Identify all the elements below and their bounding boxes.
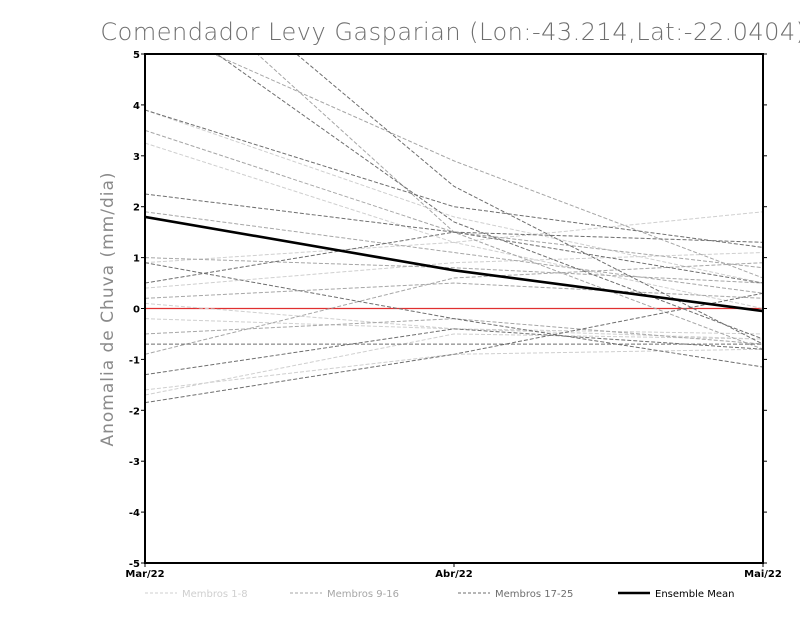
member-series-3 bbox=[145, 211, 763, 264]
y-axis-ticks: -5 -4 -3 -2 -1 0 1 2 3 4 5 bbox=[129, 50, 767, 570]
y-tick-label: 5 bbox=[133, 50, 140, 61]
member-series-4 bbox=[145, 302, 763, 335]
chart-title: Comendador Levy Gasparian (Lon:-43.214,L… bbox=[100, 18, 800, 46]
member-series-16 bbox=[145, 211, 763, 294]
legend-label: Membros 9-16 bbox=[327, 589, 399, 600]
member-series-11 bbox=[212, 54, 763, 279]
member-series-23 bbox=[145, 262, 763, 368]
y-tick-label: -5 bbox=[129, 559, 140, 570]
y-tick-label: 2 bbox=[133, 203, 140, 214]
member-series-5 bbox=[145, 348, 763, 391]
member-series-2 bbox=[145, 142, 763, 309]
legend-label: Ensemble Mean bbox=[655, 589, 734, 600]
y-axis-label: Anomalia de Chuva (mm/dia) bbox=[98, 171, 118, 446]
member-series-22 bbox=[145, 328, 763, 376]
member-series-17 bbox=[145, 109, 763, 248]
member-series-15 bbox=[145, 262, 763, 355]
ensemble-mean-line bbox=[145, 215, 763, 313]
member-series-13 bbox=[145, 318, 763, 345]
x-tick-label: Mai/22 bbox=[744, 569, 782, 580]
y-tick-label: -1 bbox=[129, 355, 140, 366]
member-series-25 bbox=[145, 231, 763, 284]
y-tick-label: 4 bbox=[133, 101, 140, 112]
member-series-21 bbox=[145, 292, 763, 404]
y-tick-label: 3 bbox=[133, 152, 140, 163]
member-series-14 bbox=[256, 54, 763, 350]
member-series-8 bbox=[145, 252, 763, 289]
member-series-10 bbox=[145, 257, 763, 284]
x-axis-ticks: Mar/22 Abr/22 Mai/22 bbox=[125, 563, 782, 580]
y-tick-label: -2 bbox=[129, 406, 140, 417]
x-tick-label: Abr/22 bbox=[435, 569, 472, 580]
member-series-12 bbox=[145, 282, 763, 299]
legend-label: Membros 1-8 bbox=[182, 589, 248, 600]
y-tick-label: -3 bbox=[129, 457, 140, 468]
legend: Membros 1-8 Membros 9-16 Membros 17-25 Ense… bbox=[145, 589, 734, 600]
mean-group bbox=[145, 215, 763, 313]
series-group bbox=[145, 54, 763, 404]
member-series-9 bbox=[145, 129, 763, 269]
member-series-1 bbox=[145, 109, 763, 284]
member-series-19 bbox=[295, 54, 763, 345]
legend-label: Membros 17-25 bbox=[495, 589, 573, 600]
x-tick-label: Mar/22 bbox=[125, 569, 164, 580]
y-tick-label: 1 bbox=[133, 254, 140, 265]
y-tick-label: -4 bbox=[129, 508, 140, 519]
y-tick-label: 0 bbox=[133, 305, 140, 316]
member-series-7 bbox=[145, 333, 763, 396]
member-series-18 bbox=[145, 193, 763, 243]
member-series-20 bbox=[215, 54, 763, 340]
